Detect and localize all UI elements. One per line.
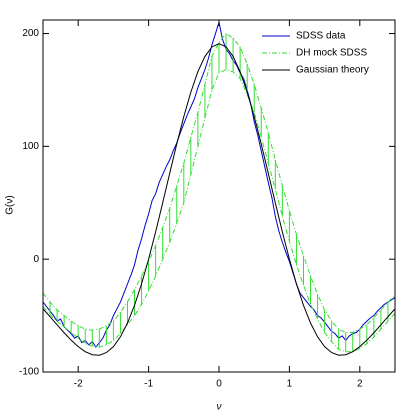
legend-label: Gaussian theory xyxy=(296,65,369,76)
x-tick-label: 1 xyxy=(287,379,293,390)
x-tick-label: -1 xyxy=(144,379,153,390)
y-tick-label: 0 xyxy=(33,254,39,265)
x-tick-label: 0 xyxy=(216,379,222,390)
x-tick-label: 2 xyxy=(357,379,363,390)
band-edge xyxy=(43,32,395,334)
y-tick-label: 100 xyxy=(22,141,39,152)
legend-label: SDSS data xyxy=(296,31,346,42)
y-tick-label: -100 xyxy=(19,367,39,378)
x-tick-label: -2 xyxy=(74,379,83,390)
y-axis-label: G(ν) xyxy=(5,195,16,214)
legend-label: DH mock SDSS xyxy=(296,48,367,59)
plot-area xyxy=(43,20,395,356)
x-axis-label: ν xyxy=(217,402,222,413)
band-edge xyxy=(43,69,395,353)
series-line xyxy=(43,43,395,356)
y-tick-label: 200 xyxy=(22,28,39,39)
